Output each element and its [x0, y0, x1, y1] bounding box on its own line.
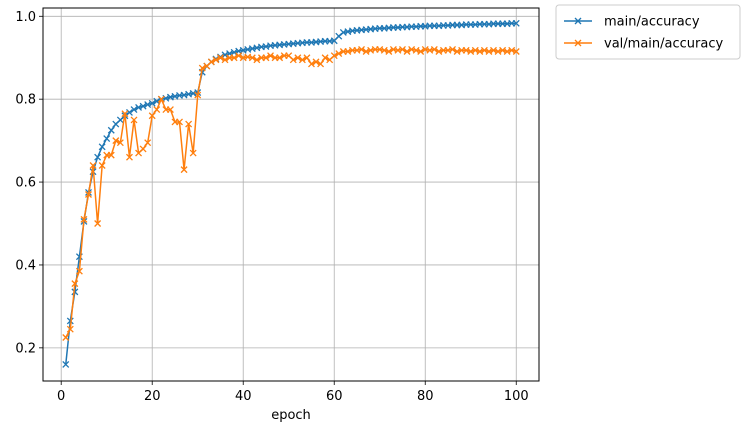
data-point [189, 149, 197, 157]
legend-marker [574, 17, 582, 25]
data-point [308, 60, 315, 68]
data-point [403, 48, 411, 55]
legend: main/accuracy val/main/accuracy [555, 4, 741, 60]
series-line [65, 48, 517, 338]
data-point [62, 334, 70, 341]
y-tick-label: 1.0 [15, 10, 36, 25]
data-point [148, 112, 156, 120]
legend-entry: main/accuracy [564, 15, 700, 30]
data-point [80, 215, 88, 223]
data-point [230, 54, 238, 62]
data-point [385, 48, 393, 55]
data-point [330, 52, 338, 60]
data-point [180, 166, 188, 174]
data-point [217, 54, 224, 62]
x-tick-label: 60 [326, 389, 343, 404]
data-point [107, 126, 115, 134]
data-point [130, 116, 138, 124]
series-layer [62, 19, 520, 368]
data-point [276, 54, 284, 62]
data-point [194, 91, 202, 99]
data-point [94, 153, 102, 161]
data-point [512, 19, 520, 27]
data-point [130, 106, 138, 113]
data-point [449, 45, 457, 53]
data-point [262, 54, 270, 62]
data-point [312, 58, 320, 66]
data-point [94, 220, 102, 227]
data-point [212, 56, 220, 64]
data-point [198, 64, 206, 72]
data-point [185, 120, 193, 128]
data-point [207, 58, 215, 66]
y-tick-label: 0.4 [15, 258, 36, 273]
data-point [98, 162, 106, 169]
data-point [298, 56, 306, 64]
data-point [417, 48, 425, 55]
series-main-accuracy [62, 19, 520, 368]
data-point [294, 54, 302, 62]
data-point [399, 45, 406, 53]
grid-layer [43, 8, 539, 381]
data-point [153, 106, 161, 113]
data-point [71, 288, 79, 296]
series-val-main-accuracy [62, 45, 520, 341]
data-point [121, 110, 129, 118]
data-point [289, 56, 297, 64]
plot-frame [42, 7, 540, 382]
series-line [65, 22, 517, 365]
data-point [430, 45, 438, 53]
data-point [107, 151, 115, 159]
y-tick-label: 0.8 [15, 93, 36, 108]
data-point [103, 135, 111, 143]
x-tick-label: 80 [417, 389, 434, 404]
legend-frame [555, 4, 741, 60]
data-point [139, 102, 147, 110]
data-point [71, 280, 79, 288]
data-point [235, 52, 243, 60]
data-point [176, 118, 183, 126]
data-point [335, 50, 343, 58]
data-point [148, 99, 156, 107]
data-point [85, 191, 92, 198]
x-tick-label: 20 [144, 389, 161, 404]
y-tick-label: 0.2 [15, 341, 36, 356]
data-point [98, 143, 106, 151]
data-point [125, 153, 133, 161]
data-point [253, 56, 261, 64]
y-tick-label: 0.6 [15, 176, 36, 191]
x-tick-label: 40 [235, 389, 252, 404]
legend-label: main/accuracy [604, 15, 700, 30]
data-point [139, 145, 147, 153]
data-point [317, 60, 325, 68]
data-point [144, 139, 152, 147]
data-point [157, 95, 165, 103]
x-tick-label: 100 [504, 389, 529, 404]
data-point [62, 360, 70, 368]
data-point [267, 52, 274, 60]
legend-label: val/main/accuracy [604, 37, 723, 52]
ticks-layer: 0 20 40 60 80 100 0.2 0.4 0.6 0.8 1.0 [15, 10, 528, 404]
data-point [321, 54, 329, 62]
data-point [75, 267, 83, 275]
x-axis-label: epoch [271, 408, 311, 423]
data-point [89, 162, 97, 169]
data-point [512, 48, 520, 55]
data-point [221, 56, 229, 64]
data-point [358, 45, 365, 53]
data-point [66, 317, 74, 325]
data-point [112, 137, 120, 145]
data-point [248, 54, 256, 62]
data-point [303, 54, 311, 62]
legend-entry: val/main/accuracy [564, 37, 723, 52]
data-point [116, 139, 124, 147]
x-tick-label: 0 [57, 389, 65, 404]
legend-marker [574, 39, 582, 47]
data-point [66, 325, 74, 333]
data-point [166, 106, 174, 113]
